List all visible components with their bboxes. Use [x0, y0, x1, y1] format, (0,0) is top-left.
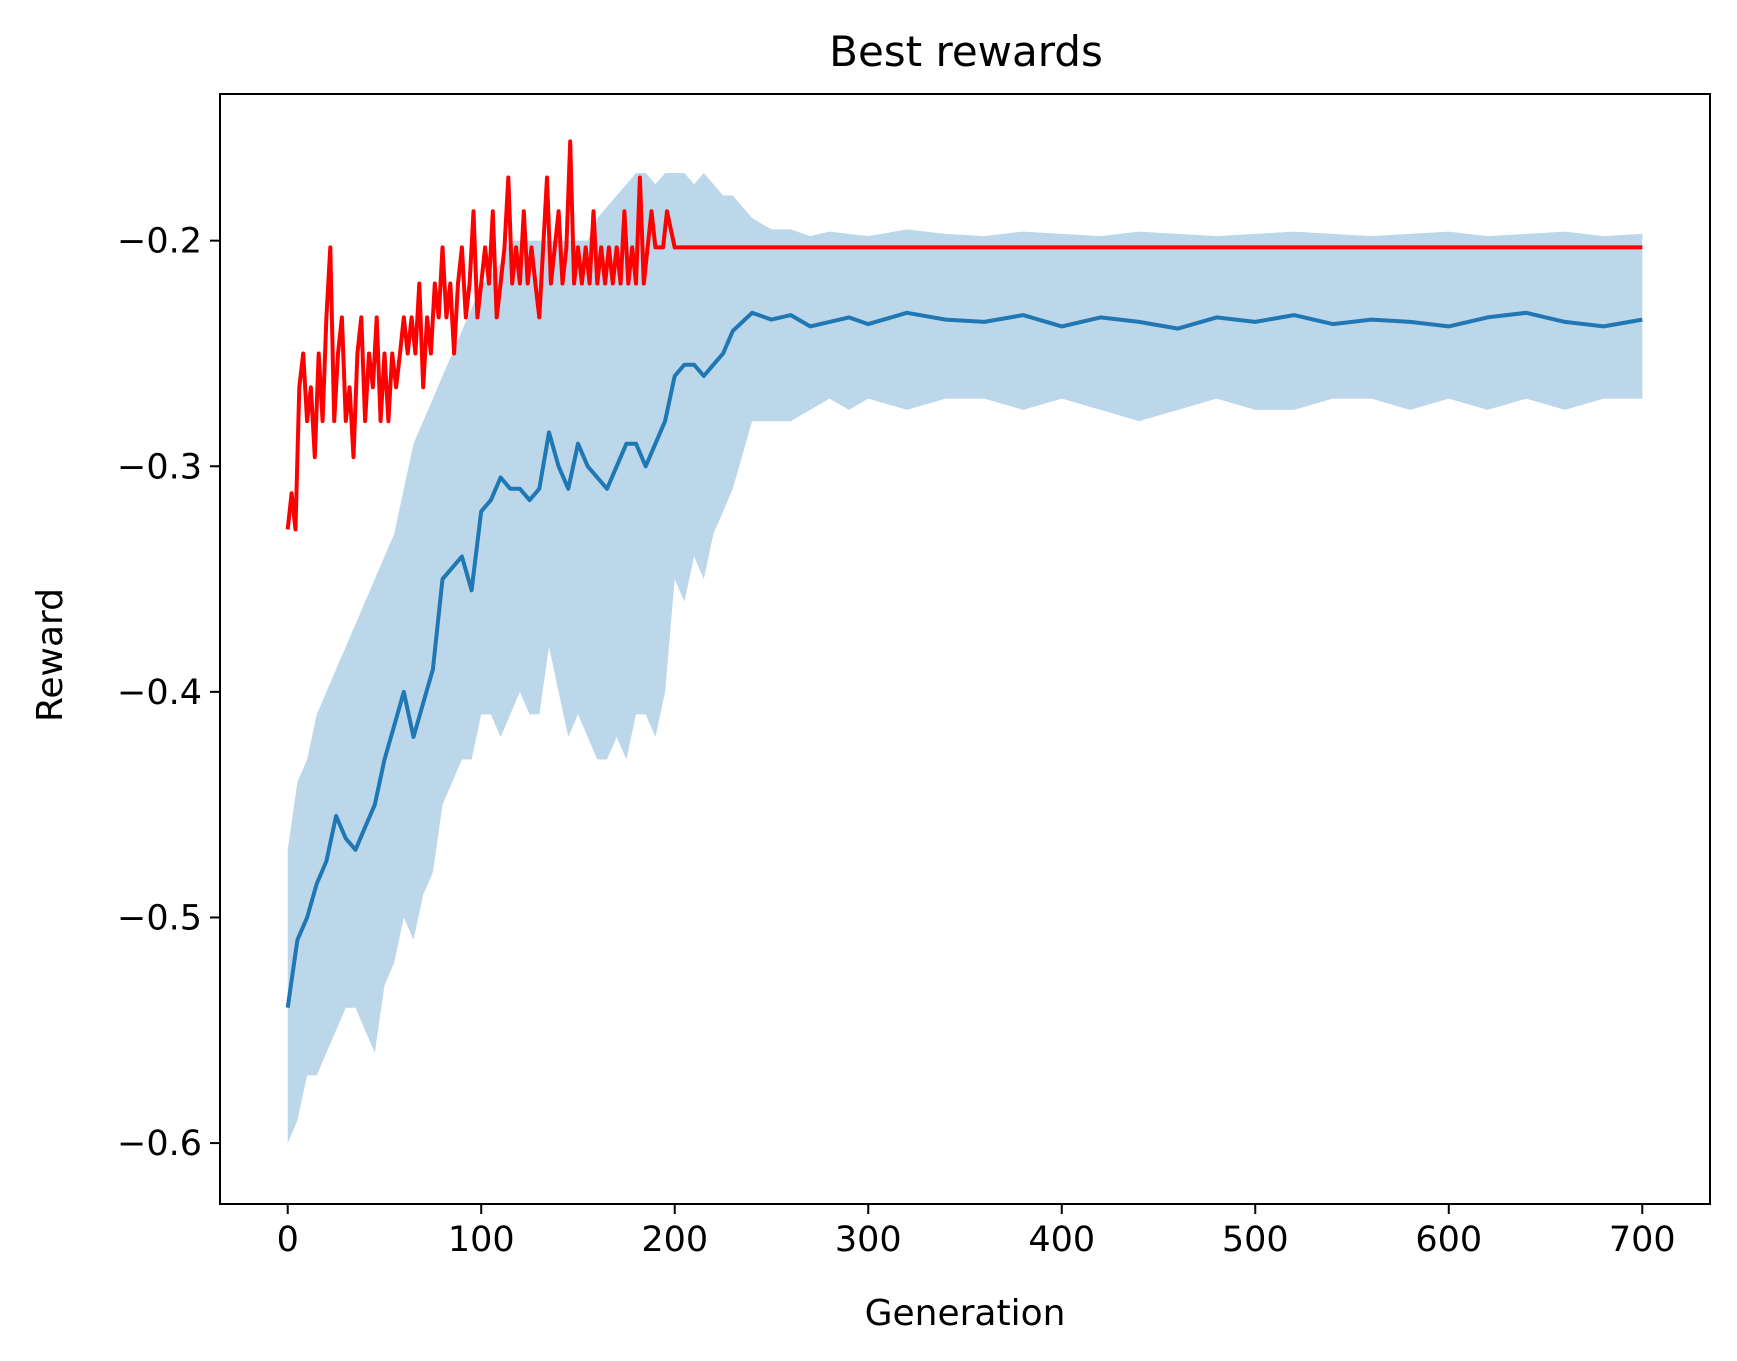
best-reward-line	[285, 139, 1643, 532]
x-tick-label: 400	[1028, 1220, 1095, 1260]
x-tick-label: 200	[641, 1220, 708, 1260]
mean-reward-line	[285, 310, 1643, 1008]
chart-title: Best rewards	[829, 27, 1103, 76]
y-tick-label: −0.2	[117, 222, 202, 262]
range-band	[287, 173, 1643, 1144]
x-tick-label: 600	[1415, 1220, 1482, 1260]
x-tick-label: 300	[835, 1220, 902, 1260]
axes-frame	[219, 93, 1711, 1205]
y-tick-label: −0.6	[117, 1124, 202, 1164]
plot-area	[285, 139, 1643, 1144]
x-tick-label: 100	[448, 1220, 515, 1260]
x-tick-label: 700	[1609, 1220, 1676, 1260]
y-axis: −0.6 −0.5 −0.4 −0.3 −0.2	[117, 222, 220, 1164]
y-tick-label: −0.3	[117, 447, 202, 487]
x-axis-label: Generation	[865, 1293, 1066, 1334]
y-axis-label: Reward	[30, 588, 71, 722]
x-tick-label: 500	[1222, 1220, 1289, 1260]
y-tick-label: −0.5	[117, 898, 202, 938]
x-tick-label: 0	[277, 1220, 299, 1260]
y-tick-label: −0.4	[117, 673, 202, 713]
x-axis: 0 100 200 300 400 500 600 700	[277, 1204, 1676, 1260]
